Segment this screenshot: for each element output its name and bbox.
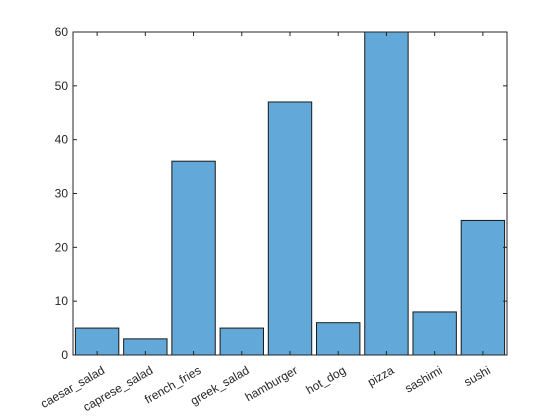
bar-pizza — [364, 31, 409, 356]
x-tick-label: sushi — [462, 363, 493, 389]
bar-sashimi — [412, 311, 457, 356]
bar-french-fries — [171, 160, 216, 356]
y-tick-label: 60 — [55, 25, 69, 39]
bars — [74, 31, 506, 356]
y-tick-label: 20 — [55, 240, 69, 254]
y-tick-label: 10 — [55, 294, 69, 308]
bar-sushi — [460, 219, 506, 356]
bar-hot-dog — [316, 322, 361, 356]
bar-caesar-salad — [74, 327, 120, 356]
y-tick-label: 40 — [55, 133, 69, 147]
x-tick-label: sashimi — [402, 363, 444, 395]
x-tick-label: hot_dog — [304, 363, 349, 397]
bar-hamburger — [267, 101, 313, 356]
x-tick-label: pizza — [365, 363, 397, 389]
y-tick-label: 30 — [55, 187, 69, 201]
x-tick-label: hamburger — [243, 363, 300, 404]
y-tick-label: 0 — [61, 348, 68, 362]
y-axis-ticks: 0 10 20 30 40 50 60 — [55, 25, 507, 362]
y-tick-label: 50 — [55, 79, 69, 93]
bar-greek-salad — [219, 327, 264, 356]
